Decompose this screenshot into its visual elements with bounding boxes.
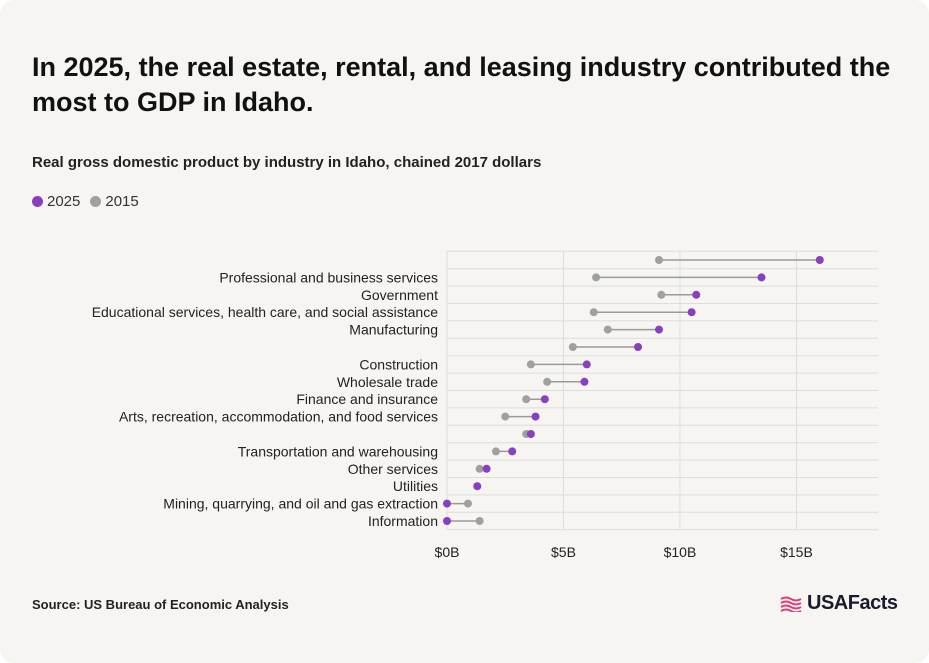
point-2025 — [508, 447, 517, 456]
category-label: Finance and insurance — [296, 391, 438, 407]
point-2025 — [634, 343, 643, 351]
category-label: Mining, quarrying, and oil and gas extra… — [163, 496, 438, 512]
legend-swatch-2025 — [32, 196, 43, 207]
point-2015 — [603, 325, 612, 334]
point-2025 — [531, 412, 540, 421]
x-tick-label: $15B — [780, 544, 813, 560]
usafacts-logo: USAFacts — [780, 592, 898, 615]
point-2015 — [522, 395, 531, 404]
x-tick-label: $10B — [664, 544, 697, 560]
legend-label-2025: 2025 — [47, 193, 81, 210]
category-label: Other services — [348, 461, 438, 477]
category-label: Information — [368, 513, 438, 529]
point-2025 — [582, 360, 591, 369]
chart-subtitle: Real gross domestic product by industry … — [32, 154, 542, 171]
point-2015 — [463, 499, 472, 508]
point-2015 — [475, 464, 484, 473]
point-2025 — [482, 464, 491, 473]
legend-swatch-2015 — [90, 196, 102, 207]
category-label: Government — [361, 287, 438, 303]
point-2015 — [526, 360, 535, 369]
legend-item-2015: 2015 — [90, 193, 139, 210]
point-2025 — [687, 308, 696, 317]
category-label: Educational services, health care, and s… — [92, 304, 439, 320]
point-2015 — [592, 273, 601, 282]
point-2015 — [568, 343, 577, 351]
point-2025 — [692, 290, 701, 299]
point-2025 — [443, 499, 451, 508]
category-label: Utilities — [393, 478, 438, 494]
category-label: Construction — [359, 356, 438, 372]
point-2015 — [543, 377, 552, 386]
point-2015 — [657, 290, 666, 299]
legend: 2025 2015 — [32, 193, 149, 210]
point-2015 — [491, 447, 500, 456]
point-2025 — [815, 256, 824, 264]
chart-title: In 2025, the real estate, rental, and le… — [32, 52, 891, 117]
category-label: Arts, recreation, accommodation, and foo… — [119, 409, 438, 425]
point-2015 — [501, 412, 510, 421]
point-2025 — [443, 517, 451, 525]
point-2025 — [580, 377, 589, 386]
category-label: Professional and business services — [219, 269, 438, 285]
dumbbell-chart: Professional and business services Govern… — [92, 250, 878, 560]
point-2015 — [589, 308, 598, 317]
brand-name: USAFacts — [807, 592, 898, 614]
category-label: Transportation and warehousing — [238, 443, 438, 459]
flag-icon — [780, 596, 802, 612]
x-tick-label: $5B — [551, 544, 576, 560]
point-2025 — [526, 430, 535, 438]
category-label: Manufacturing — [349, 322, 438, 338]
source-note: Source: US Bureau of Economic Analysis — [32, 597, 289, 612]
point-2015 — [475, 517, 484, 525]
point-2015 — [655, 256, 664, 264]
legend-item-2025: 2025 — [32, 193, 80, 210]
point-2025 — [655, 325, 664, 334]
x-tick-label: $0B — [435, 544, 460, 560]
point-2025 — [473, 482, 482, 491]
point-2025 — [757, 273, 766, 282]
legend-label-2015: 2015 — [105, 193, 139, 210]
point-2025 — [540, 395, 549, 404]
category-label: Wholesale trade — [337, 374, 438, 390]
